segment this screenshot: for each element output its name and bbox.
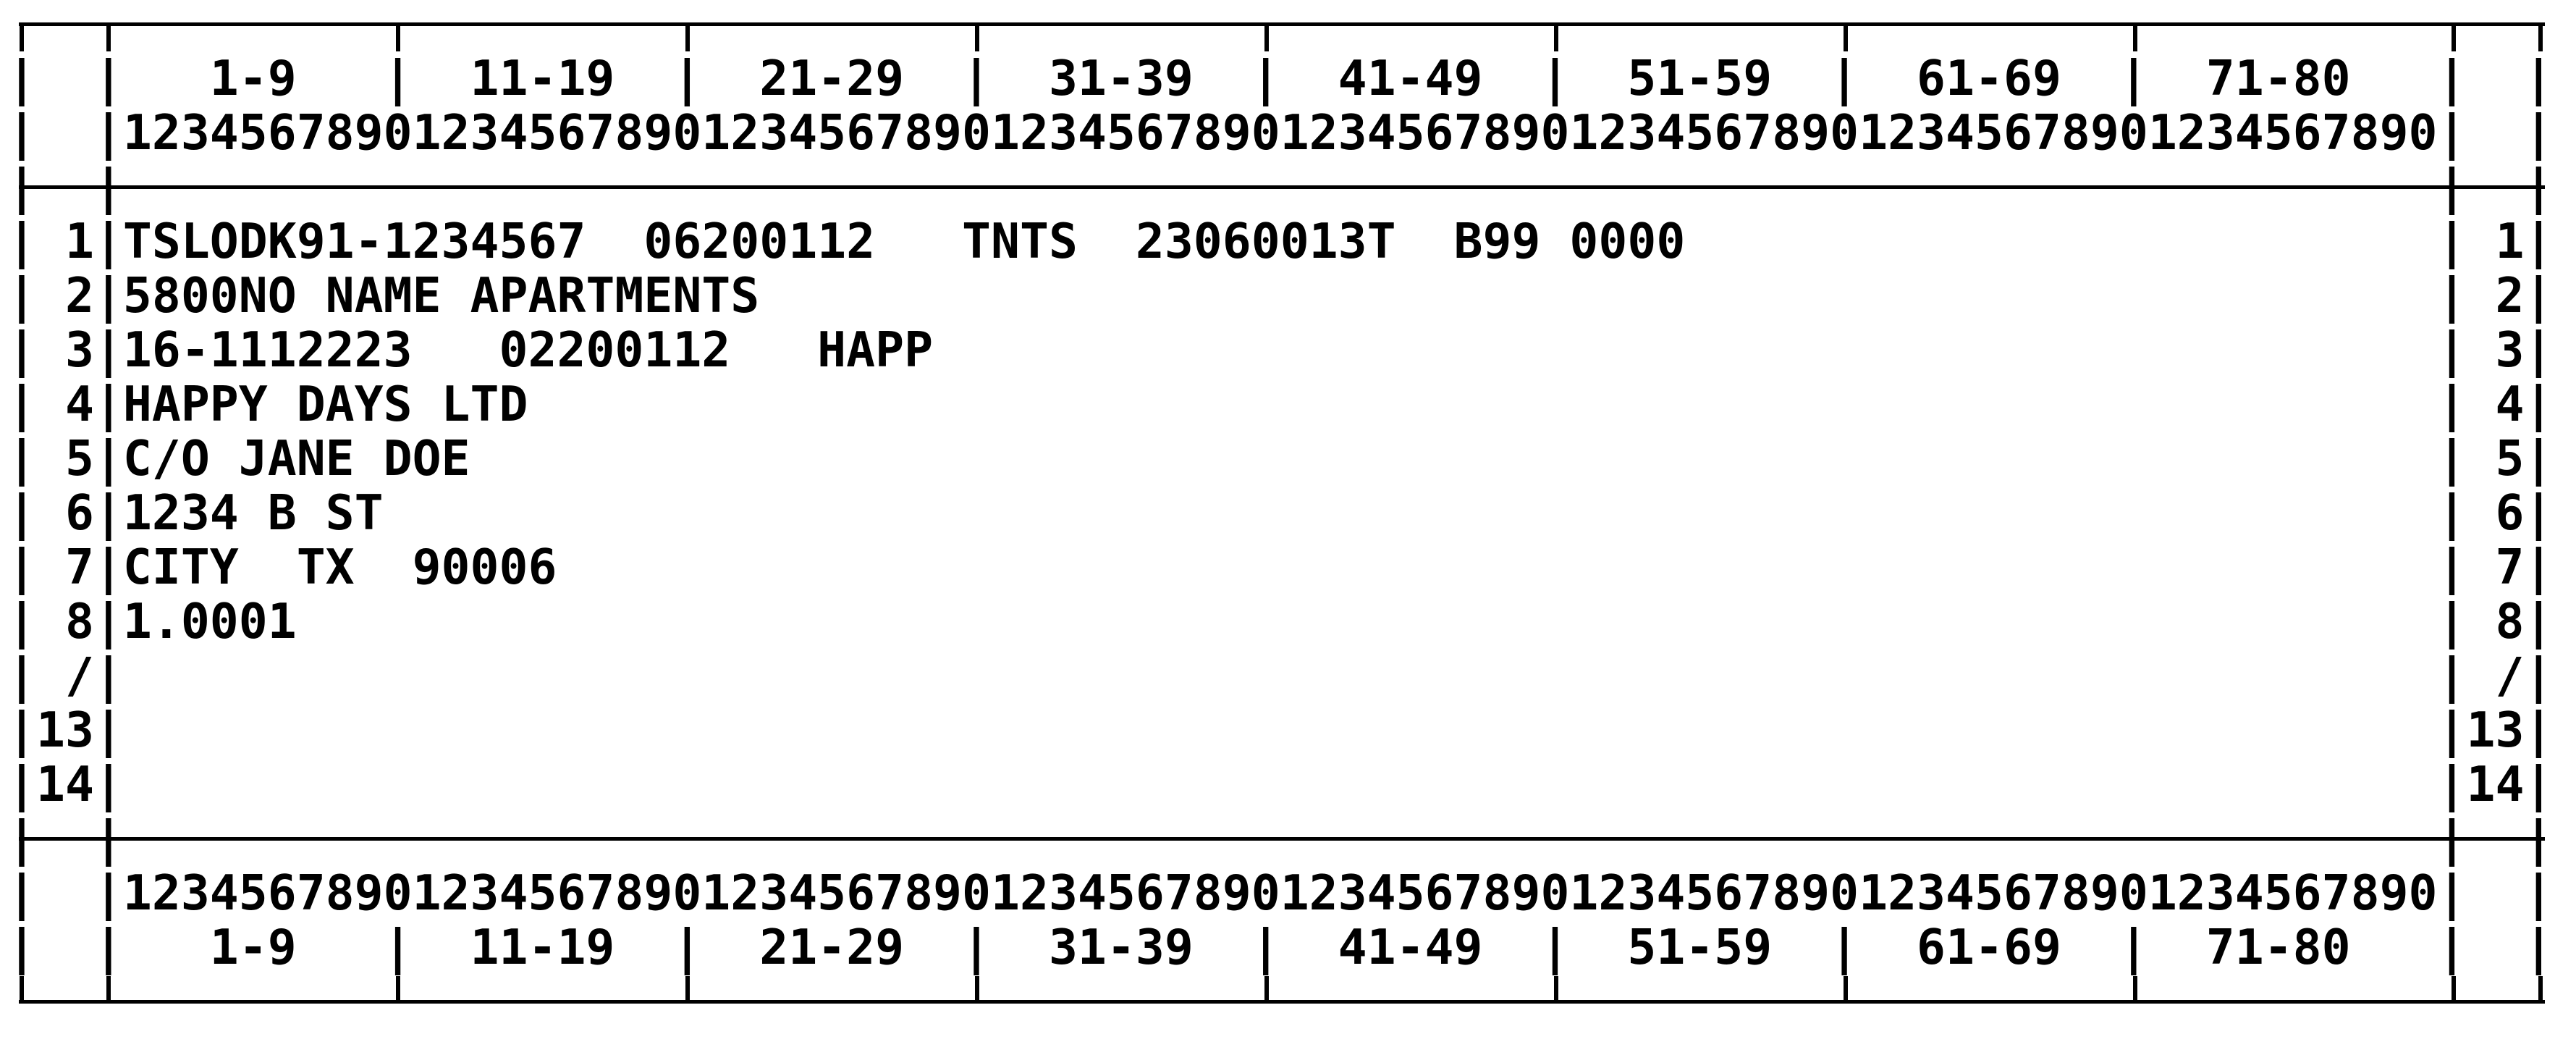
record-row-3: | 3|16-1112223 02200112 HAPP | 3|: [7, 321, 2554, 378]
tick-mark: [1554, 25, 1558, 51]
top-border-rule: [19, 22, 2545, 26]
record-row-/: | /| | /|: [7, 647, 2554, 704]
tick-mark: [2133, 976, 2137, 1001]
tick-mark: [1264, 25, 1269, 51]
tick-mark: [1554, 976, 1558, 1001]
column-ruler-row: | |1234567890123456789012345678901234567…: [7, 865, 2554, 921]
tick-mark: [2452, 976, 2456, 1001]
tick-mark: [1264, 976, 1269, 1001]
record-row-2: | 2|5800NO NAME APARTMENTS | 2|: [7, 267, 2554, 324]
tick-mark: [2538, 976, 2543, 1001]
record-row-5: | 5|C/O JANE DOE | 5|: [7, 430, 2554, 487]
record-row-7: | 7|CITY TX 90006 | 7|: [7, 539, 2554, 595]
tick-mark: [20, 25, 24, 51]
tick-mark: [1844, 976, 1848, 1001]
tick-mark: [2452, 25, 2456, 51]
tick-mark: [1844, 25, 1848, 51]
bottom-border-rule: [19, 1000, 2545, 1004]
tick-mark: [20, 976, 24, 1001]
column-ruler-row: | |1234567890123456789012345678901234567…: [7, 104, 2554, 161]
upper-separator-rule: [19, 185, 2545, 189]
record-row-8: | 8|1.0001 | 8|: [7, 593, 2554, 650]
record-row-13: |13| |13|: [7, 702, 2554, 758]
tick-mark: [2133, 25, 2137, 51]
tick-mark: [975, 976, 979, 1001]
record-row-6: | 6|1234 B ST | 6|: [7, 484, 2554, 541]
tick-mark: [975, 25, 979, 51]
tick-mark: [685, 25, 690, 51]
column-range-header-row: | | 1-9 | 11-19 | 21-29 | 31-39 | 41-49 …: [7, 919, 2554, 975]
character-grid: | | 1-9 | 11-19 | 21-29 | 31-39 | 41-49 …: [7, 0, 2553, 1029]
tick-mark: [396, 25, 400, 51]
record-row-1: | 1|TSLODK91-1234567 06200112 TNTS 23060…: [7, 213, 2554, 269]
record-row-14: |14| |14|: [7, 756, 2554, 812]
tick-mark: [106, 976, 111, 1001]
tick-mark: [685, 976, 690, 1001]
tick-mark: [2538, 25, 2543, 51]
lower-separator-rule: [19, 837, 2545, 841]
tick-mark: [106, 25, 111, 51]
tick-mark: [396, 976, 400, 1001]
column-range-header-row: | | 1-9 | 11-19 | 21-29 | 31-39 | 41-49 …: [7, 50, 2554, 106]
record-row-4: | 4|HAPPY DAYS LTD | 4|: [7, 376, 2554, 432]
